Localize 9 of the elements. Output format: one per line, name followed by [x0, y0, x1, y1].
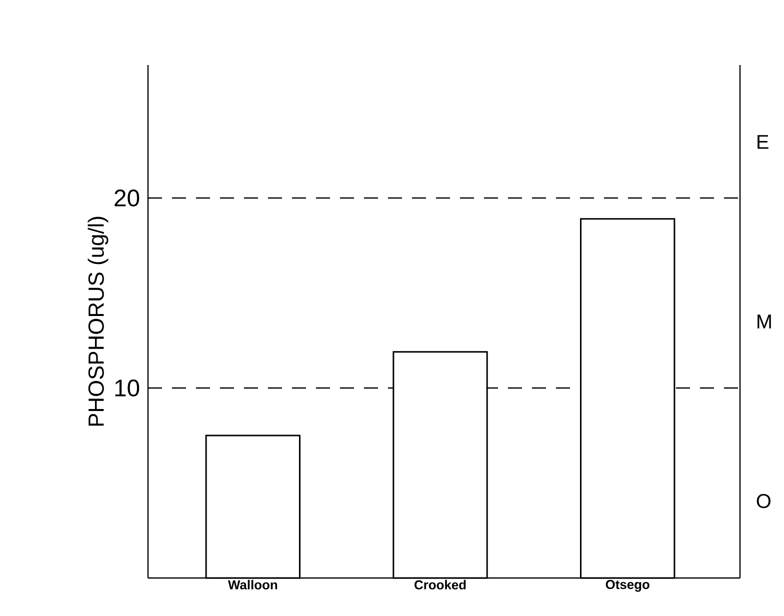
y-tick-label: 20: [114, 190, 140, 206]
y-tick-label: 10: [115, 380, 140, 396]
x-tick-label: Otsego: [606, 580, 650, 592]
x-tick-label: Crooked: [414, 580, 466, 590]
text: M: [758, 314, 771, 328]
y-axis-title: PHOSPHORUS (ug/l): [88, 216, 108, 426]
text: E: [758, 135, 768, 149]
x-tick-label: Walloon: [228, 580, 278, 590]
text: O: [756, 494, 770, 508]
